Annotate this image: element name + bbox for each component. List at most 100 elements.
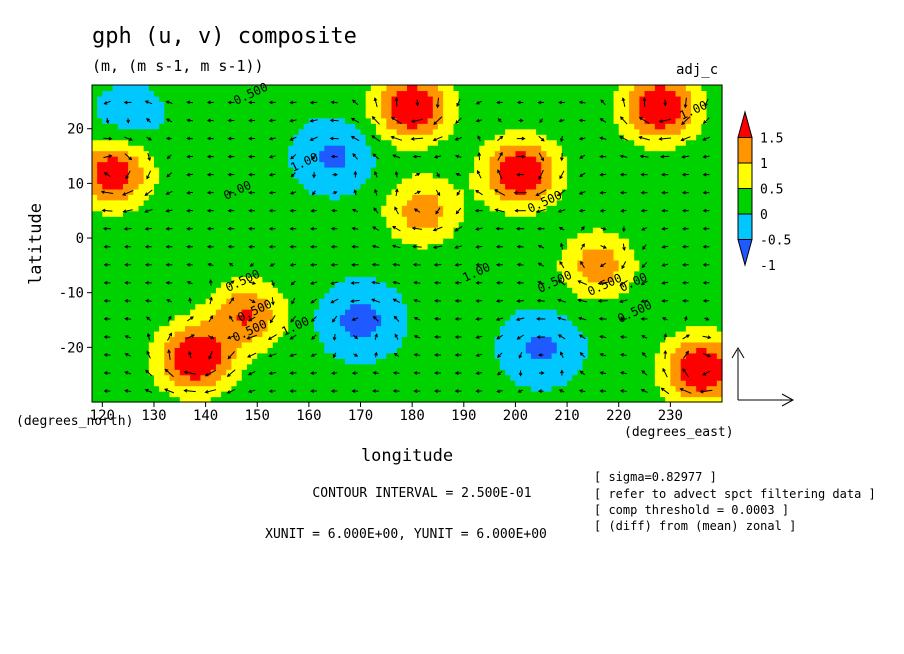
field-cell	[97, 117, 103, 124]
field-cell	[422, 325, 429, 332]
field-cell	[370, 123, 377, 130]
field-cell	[164, 358, 171, 365]
field-cell	[417, 90, 424, 97]
field-cell	[427, 303, 434, 310]
field-cell	[272, 396, 279, 403]
field-cell	[355, 298, 362, 305]
field-cell	[484, 347, 491, 354]
field-cell	[143, 227, 150, 234]
field-cell	[463, 341, 470, 348]
field-cell	[458, 210, 465, 217]
field-cell	[226, 254, 233, 261]
field-cell	[169, 172, 176, 179]
field-cell	[339, 270, 346, 277]
field-cell	[308, 123, 315, 130]
field-cell	[117, 156, 124, 163]
field-cell	[153, 391, 160, 398]
field-cell	[510, 156, 517, 163]
field-cell	[252, 128, 258, 135]
field-cell	[468, 95, 475, 102]
field-cell	[159, 156, 165, 163]
field-cell	[520, 95, 527, 102]
field-cell	[417, 172, 424, 179]
field-cell	[386, 172, 393, 179]
field-cell	[267, 248, 274, 256]
field-cell	[246, 259, 253, 266]
field-cell	[448, 85, 455, 92]
field-cell	[427, 330, 434, 338]
field-cell	[427, 298, 434, 305]
field-cell	[468, 281, 475, 288]
field-cell	[221, 134, 227, 141]
field-cell	[277, 238, 284, 245]
field-cell	[226, 314, 233, 321]
field-cell	[303, 177, 310, 184]
field-cell	[427, 85, 434, 92]
field-cell	[391, 194, 398, 201]
field-cell	[510, 330, 517, 338]
field-cell	[319, 150, 325, 157]
field-cell	[443, 112, 449, 119]
field-cell	[432, 265, 439, 272]
field-cell	[520, 106, 527, 113]
field-cell	[365, 221, 372, 228]
field-cell	[252, 216, 258, 223]
field-cell	[520, 123, 527, 130]
field-cell	[184, 287, 191, 294]
field-cell	[226, 330, 233, 338]
field-cell	[308, 134, 315, 141]
field-cell	[427, 341, 434, 348]
field-cell	[324, 177, 331, 184]
field-cell	[184, 298, 191, 305]
field-cell	[396, 292, 403, 299]
field-cell	[272, 374, 279, 381]
field-cell	[401, 248, 408, 256]
field-cell	[298, 188, 305, 195]
field-cell	[350, 330, 356, 338]
field-cell	[360, 336, 367, 343]
field-cell	[350, 128, 356, 135]
field-cell	[184, 85, 191, 92]
field-cell	[164, 205, 171, 212]
field-cell	[324, 292, 331, 299]
field-cell	[117, 309, 124, 316]
field-cell	[324, 205, 331, 212]
field-cell	[283, 101, 289, 108]
field-cell	[128, 347, 134, 354]
field-cell	[525, 177, 532, 184]
field-cell	[376, 363, 382, 370]
field-cell	[463, 177, 470, 184]
field-cell	[143, 336, 150, 343]
field-cell	[112, 232, 119, 239]
field-cell	[92, 396, 98, 403]
field-cell	[148, 101, 155, 108]
field-cell	[386, 161, 393, 168]
field-cell	[525, 374, 532, 381]
field-cell	[468, 396, 475, 403]
field-cell	[200, 177, 207, 184]
field-cell	[427, 145, 434, 152]
field-cell	[267, 166, 274, 174]
field-cell	[427, 95, 434, 102]
field-cell	[339, 396, 346, 403]
field-cell	[391, 183, 398, 190]
field-cell	[283, 145, 289, 152]
field-cell	[463, 128, 470, 135]
field-cell	[489, 238, 496, 245]
field-cell	[107, 303, 114, 310]
field-cell	[505, 259, 511, 266]
field-cell	[484, 188, 491, 195]
field-cell	[499, 309, 506, 316]
field-cell	[370, 145, 377, 152]
field-cell	[345, 139, 351, 146]
field-cell	[246, 347, 253, 354]
field-cell	[448, 156, 455, 163]
field-cell	[417, 265, 424, 272]
field-cell	[159, 188, 165, 195]
field-cell	[334, 123, 341, 130]
field-cell	[283, 194, 289, 201]
field-cell	[293, 385, 300, 392]
field-cell	[376, 95, 382, 102]
field-cell	[386, 276, 393, 283]
field-cell	[148, 117, 155, 124]
